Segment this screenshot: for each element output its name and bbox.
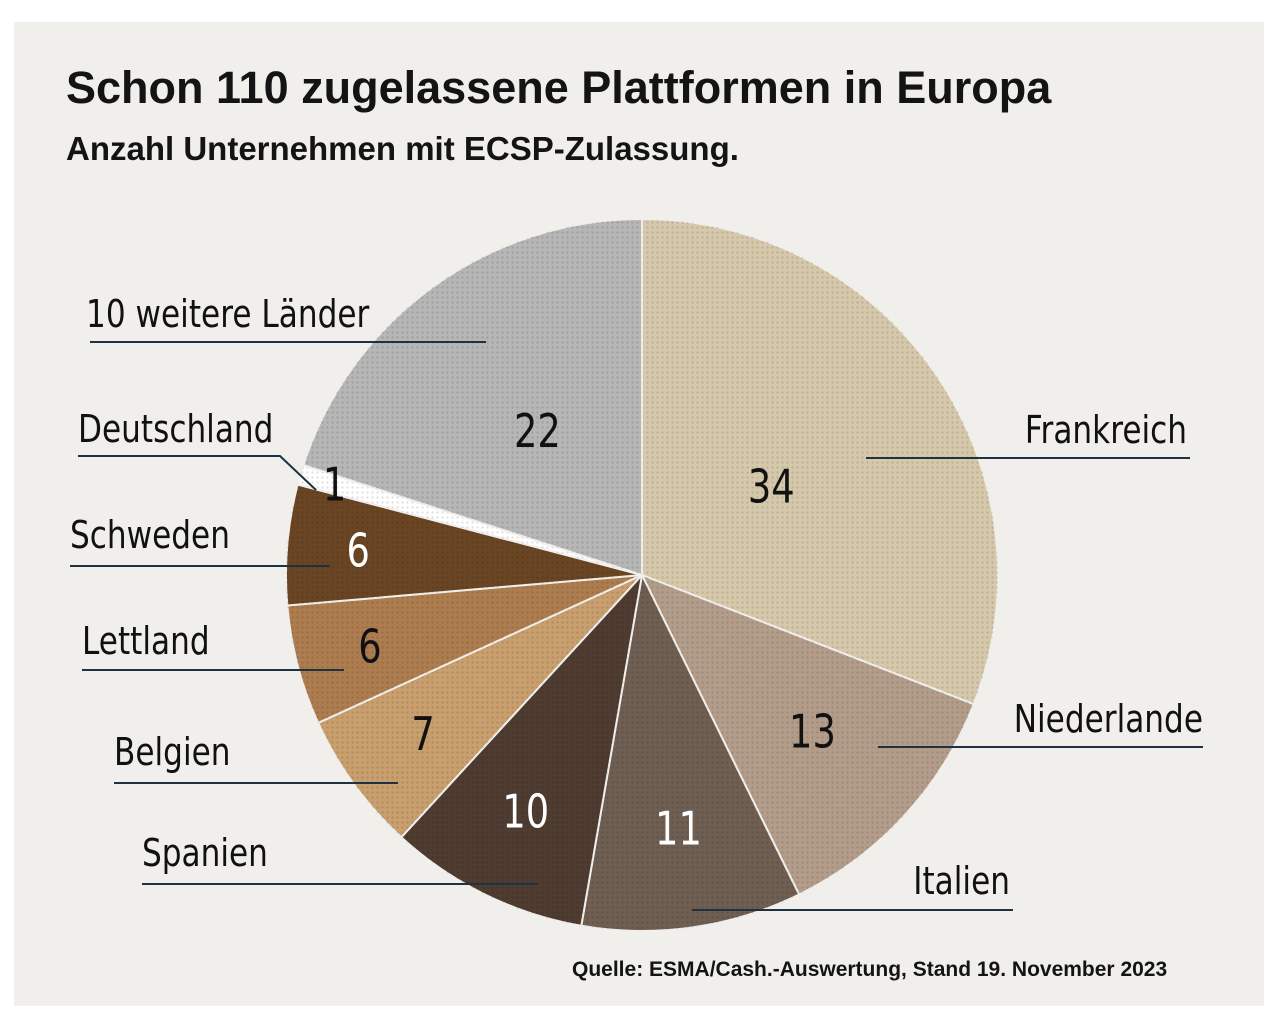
pie-slice-texture-belgien	[318, 575, 642, 838]
value-label-spanien: 10	[502, 784, 549, 838]
pie-slices	[285, 217, 999, 932]
pie-slice-texture-schweden	[285, 484, 642, 606]
category-label-italien: Italien	[913, 860, 1010, 904]
value-label-frankreich: 34	[748, 460, 795, 514]
pie-slice-texture-10-weitere-l-nder	[303, 219, 642, 575]
pie-slice-texture-niederlande	[642, 575, 974, 895]
category-label-niederlande: Niederlande	[1014, 698, 1203, 742]
chart-subtitle: Anzahl Unternehmen mit ECSP-Zulassung.	[66, 130, 739, 167]
category-label-schweden: Schweden	[70, 514, 230, 558]
value-label-lettland: 6	[358, 619, 381, 673]
leader-line-deutschland	[78, 455, 317, 491]
category-labels: Frankreich Niederlande Italien Spanien Belgi…	[70, 293, 1203, 904]
category-label-deutschland: Deutschland	[78, 408, 273, 452]
category-label-spanien: Spanien	[142, 832, 268, 876]
value-label-italien: 11	[655, 802, 702, 856]
value-label-deutschland: 1	[323, 458, 346, 512]
pie-slice-texture-frankreich	[642, 219, 998, 705]
chart-title: Schon 110 zugelassene Plattformen in Eur…	[66, 62, 1052, 113]
value-label-belgien: 7	[411, 707, 434, 761]
pie-slice-texture-lettland	[287, 575, 642, 723]
category-label-10-weitere-l-nder: 10 weitere Länder	[86, 293, 370, 337]
category-label-belgien: Belgien	[114, 731, 231, 775]
pie-slice-texture-spanien	[401, 575, 642, 926]
category-label-lettland: Lettland	[82, 620, 210, 664]
category-label-frankreich: Frankreich	[1025, 409, 1187, 453]
leader-lines	[70, 341, 1203, 911]
value-label-niederlande: 13	[789, 704, 836, 758]
value-label-schweden: 6	[347, 524, 370, 578]
value-label-10-weitere-l-nder: 22	[514, 404, 561, 458]
pie-slice-texture-italien	[581, 575, 800, 931]
source-note: Quelle: ESMA/Cash.-Auswertung, Stand 19.…	[572, 958, 1168, 981]
